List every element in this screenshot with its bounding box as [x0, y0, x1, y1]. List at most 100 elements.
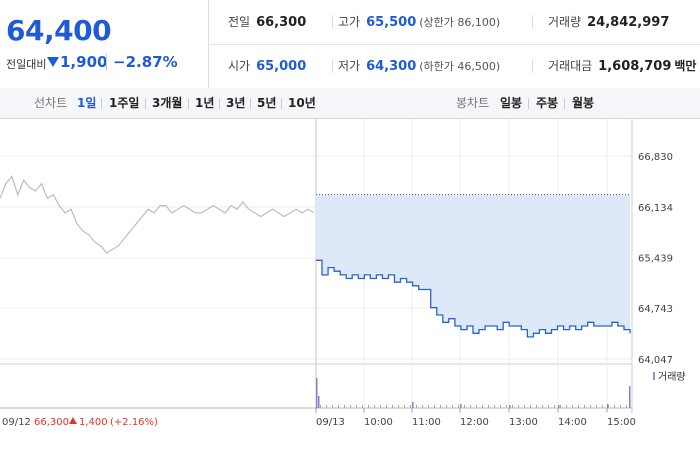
stat-value: 65,000 — [256, 59, 307, 74]
x-tick-label: 15:00 — [607, 417, 636, 428]
divider — [219, 98, 220, 109]
volume-bar — [572, 405, 573, 408]
stat-label: 거래대금 — [548, 59, 593, 73]
volume-bar — [464, 405, 465, 408]
divider — [332, 59, 333, 73]
x-tick-label: 13:00 — [509, 417, 538, 428]
candle-chart-label: 봉차트 — [456, 96, 490, 110]
tab-3month[interactable]: 3개월 — [152, 96, 183, 110]
volume-bar — [560, 405, 561, 408]
volume-bar — [602, 405, 603, 408]
divider — [532, 15, 533, 29]
y-tick-label: 66,134 — [638, 203, 673, 214]
volume-bar — [626, 405, 627, 408]
volume-bar — [629, 386, 631, 408]
x-tick-label: 09/13 — [316, 417, 345, 428]
volume-bar — [614, 405, 615, 408]
volume-bar — [488, 405, 489, 408]
volume-bar — [392, 405, 393, 408]
stat-value: 24,842,997 — [587, 15, 670, 30]
volume-bar — [509, 405, 511, 408]
divider — [145, 98, 146, 109]
stat-sub: (상한가 86,100) — [419, 16, 501, 29]
tab-3year[interactable]: 3년 — [226, 96, 246, 110]
stats-row-1: 전일 66,300 고가 65,500 (상한가 86,100) 거래량 24,842,… — [208, 0, 700, 45]
volume-bar — [512, 405, 513, 408]
volume-bar — [554, 405, 555, 408]
prev-day-change: 1,400 — [79, 417, 108, 428]
volume-bar — [368, 405, 369, 408]
stat-value: 66,300 — [256, 15, 307, 30]
stat-label: 전일 — [228, 15, 251, 29]
x-axis-ticks: 09/13 10:00 11:00 12:00 13:00 14:00 15:00 — [315, 408, 636, 428]
divider — [250, 98, 251, 109]
volume-bar — [422, 405, 423, 408]
stat-high: 고가 65,500 (상한가 86,100) — [338, 0, 500, 44]
volume-bar — [332, 405, 333, 408]
volume-bar — [434, 405, 435, 408]
volume-bar — [566, 405, 567, 408]
tab-1day[interactable]: 1일 — [77, 96, 97, 110]
change-percent: −2.87% — [106, 53, 178, 71]
volume-bar — [374, 405, 375, 408]
volume-bar — [380, 405, 381, 408]
volume-bar — [386, 405, 387, 408]
volume-bar — [412, 402, 414, 408]
stat-value: 65,500 — [366, 15, 417, 30]
stats-row-2: 시가 65,000 저가 64,300 (하한가 46,500) 거래대금 1,608,… — [208, 44, 700, 88]
volume-bar — [452, 405, 453, 408]
tab-daily-candle[interactable]: 일봉 — [500, 96, 523, 110]
y-tick-label: 64,743 — [638, 304, 673, 315]
stat-label: 저가 — [338, 59, 361, 73]
volume-bar — [548, 405, 549, 408]
volume-bar — [318, 396, 320, 408]
volume-bar — [596, 405, 597, 408]
tab-10year[interactable]: 10년 — [288, 96, 316, 110]
volume-bar — [542, 405, 543, 408]
volume-bar — [316, 378, 318, 408]
stat-prev-close: 전일 66,300 — [228, 0, 306, 44]
today-price-line — [316, 259, 631, 338]
volume-bar — [446, 405, 447, 408]
down-triangle-icon — [47, 57, 59, 67]
tab-monthly-candle[interactable]: 월봉 — [572, 96, 595, 110]
prev-day-date: 09/12 — [2, 417, 31, 428]
quote-summary: 64,400 전일대비 1,900 −2.87% 전일 66,300 고가 65,5… — [0, 0, 700, 89]
volume-bar — [518, 405, 519, 408]
divider — [281, 98, 282, 109]
x-tick-label: 10:00 — [364, 417, 393, 428]
volume-bar — [320, 405, 321, 408]
volume-bar — [356, 405, 357, 408]
volume-bar — [494, 405, 495, 408]
volume-bar — [344, 405, 345, 408]
volume-bar — [590, 405, 591, 408]
volume-bar — [524, 405, 525, 408]
price-chart: 66,830 66,134 65,439 64,743 64,047 09/13 10:0… — [0, 119, 700, 450]
tab-1week[interactable]: 1주일 — [109, 96, 140, 110]
chart-period-tabs: 선차트 1일 1주일 3개월 1년 3년 5년 10년 봉차트 일봉 주봉 월봉 — [0, 88, 700, 119]
x-tick-label: 12:00 — [460, 417, 489, 428]
line-chart-label: 선차트 — [34, 96, 68, 110]
tab-weekly-candle[interactable]: 주봉 — [536, 96, 559, 110]
volume-bar — [530, 405, 531, 408]
volume-bar — [476, 405, 477, 408]
stat-volume: 거래량 24,842,997 — [548, 0, 669, 44]
up-triangle-icon — [69, 417, 77, 424]
y-tick-label: 64,047 — [638, 355, 673, 366]
stat-label: 거래량 — [548, 15, 582, 29]
volume-bar — [506, 405, 507, 408]
x-tick-label: 14:00 — [558, 417, 587, 428]
tab-5year[interactable]: 5년 — [257, 96, 277, 110]
volume-bar — [350, 405, 351, 408]
y-tick-label: 65,439 — [638, 253, 673, 264]
volume-bar — [416, 405, 417, 408]
stat-trade-amount: 거래대금 1,608,709 백만 — [548, 44, 696, 88]
divider — [564, 98, 565, 109]
change-value: 1,900 — [60, 53, 108, 71]
volume-bar — [326, 405, 327, 408]
divider — [101, 98, 102, 109]
tab-1year[interactable]: 1년 — [195, 96, 215, 110]
stat-label: 고가 — [338, 15, 361, 29]
volume-bar — [440, 405, 441, 408]
y-tick-label: 66,830 — [638, 152, 673, 163]
